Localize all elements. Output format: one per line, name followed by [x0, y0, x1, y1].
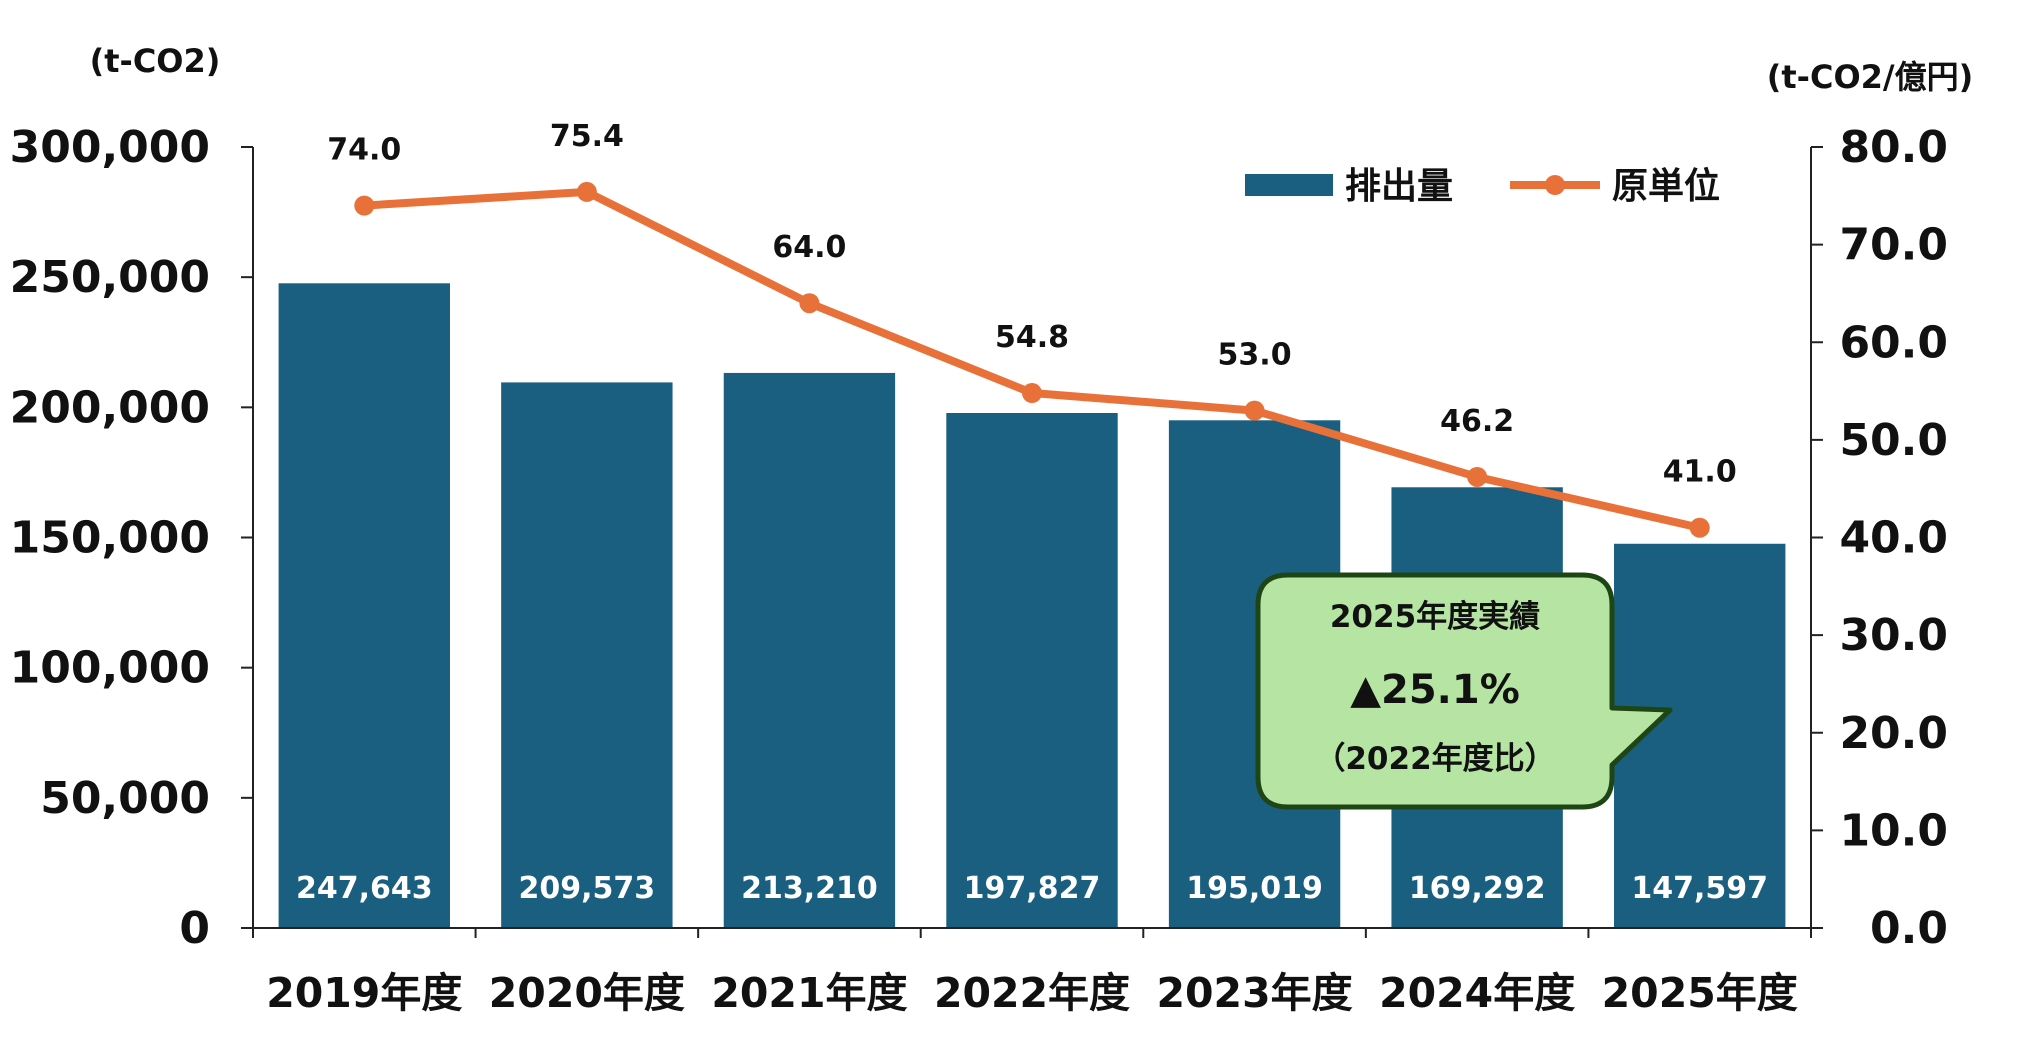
left-tick-label-4: 200,000 — [10, 382, 210, 433]
axes-layer: 0 50,000 100,000 150,000 200,000 250,000 300,0… — [10, 122, 1948, 1017]
legend-line-marker — [1545, 175, 1565, 195]
line-value-label-1: 75.4 — [550, 119, 624, 154]
line-value-label-0: 74.0 — [327, 133, 401, 168]
line-value-label-6: 41.0 — [1663, 455, 1737, 490]
bar-value-label-0: 247,643 — [296, 871, 433, 906]
category-label-1: 2020年度 — [489, 969, 685, 1017]
bar-value-label-4: 195,019 — [1186, 871, 1323, 906]
right-tick-label-6: 60.0 — [1839, 317, 1948, 368]
right-tick-label-7: 70.0 — [1839, 220, 1948, 271]
callout-layer: 2025年度実績 ▲25.1% （2022年度比） — [1255, 572, 1673, 810]
category-label-2: 2021年度 — [711, 969, 907, 1017]
right-tick-label-8: 80.0 — [1839, 122, 1948, 173]
category-label-5: 2024年度 — [1379, 969, 1575, 1017]
line-point-5 — [1467, 466, 1488, 487]
bar-value-label-3: 197,827 — [964, 871, 1101, 906]
left-tick-label-5: 250,000 — [10, 252, 210, 303]
category-label-0: 2019年度 — [266, 969, 462, 1017]
line-point-0 — [354, 195, 375, 216]
callout-comparison: （2022年度比） — [1314, 741, 1555, 777]
bar-value-label-5: 169,292 — [1409, 871, 1546, 906]
callout-title: 2025年度実績 — [1330, 599, 1540, 635]
category-label-3: 2022年度 — [934, 969, 1130, 1017]
line-point-4 — [1244, 400, 1265, 421]
right-axis-unit: (t-CO2/億円) — [1767, 58, 1973, 96]
bar-3 — [946, 412, 1118, 929]
bar-value-label-2: 213,210 — [741, 871, 878, 906]
legend-bar-swatch — [1245, 174, 1333, 196]
right-tick-label-0: 0.0 — [1870, 903, 1948, 954]
line-point-3 — [1022, 383, 1042, 404]
bar-value-label-6: 147,597 — [1631, 871, 1768, 906]
category-label-6: 2025年度 — [1602, 969, 1798, 1017]
line-value-label-5: 46.2 — [1440, 404, 1514, 439]
left-tick-label-2: 100,000 — [10, 643, 210, 694]
right-tick-label-3: 30.0 — [1839, 610, 1948, 661]
right-tick-label-4: 40.0 — [1839, 513, 1948, 564]
left-tick-label-6: 300,000 — [10, 122, 210, 173]
bar-1 — [501, 382, 673, 928]
left-tick-label-1: 50,000 — [40, 773, 210, 824]
legend-bar-label: 排出量 — [1345, 166, 1453, 207]
legend-line-label: 原単位 — [1612, 166, 1720, 207]
bar-labels-layer: 247,643 209,573 213,210 197,827 195,019 169,2… — [296, 871, 1768, 906]
line-point-2 — [799, 293, 820, 314]
legend-layer: 排出量 原単位 — [1245, 166, 1720, 207]
line-value-label-4: 53.0 — [1218, 338, 1292, 373]
left-tick-label-3: 150,000 — [10, 513, 210, 564]
left-axis-unit: (t-CO2) — [90, 42, 221, 80]
callout-percent: ▲25.1% — [1350, 667, 1520, 713]
bar-2 — [723, 372, 896, 928]
right-tick-label-2: 20.0 — [1839, 708, 1948, 759]
line-point-6 — [1689, 517, 1710, 538]
category-label-4: 2023年度 — [1157, 969, 1353, 1017]
bar-0 — [278, 283, 450, 928]
line-layer: 74.0 75.4 64.0 54.8 53.0 46.2 41.0 — [327, 119, 1737, 538]
line-value-label-3: 54.8 — [995, 320, 1069, 355]
right-tick-label-1: 10.0 — [1839, 805, 1948, 856]
bar-value-label-1: 209,573 — [519, 871, 656, 906]
callout-bubble — [1255, 572, 1673, 810]
line-value-label-2: 64.0 — [772, 230, 846, 265]
line-point-1 — [576, 181, 597, 202]
left-tick-label-0: 0 — [179, 903, 210, 954]
right-tick-label-5: 50.0 — [1839, 415, 1948, 466]
